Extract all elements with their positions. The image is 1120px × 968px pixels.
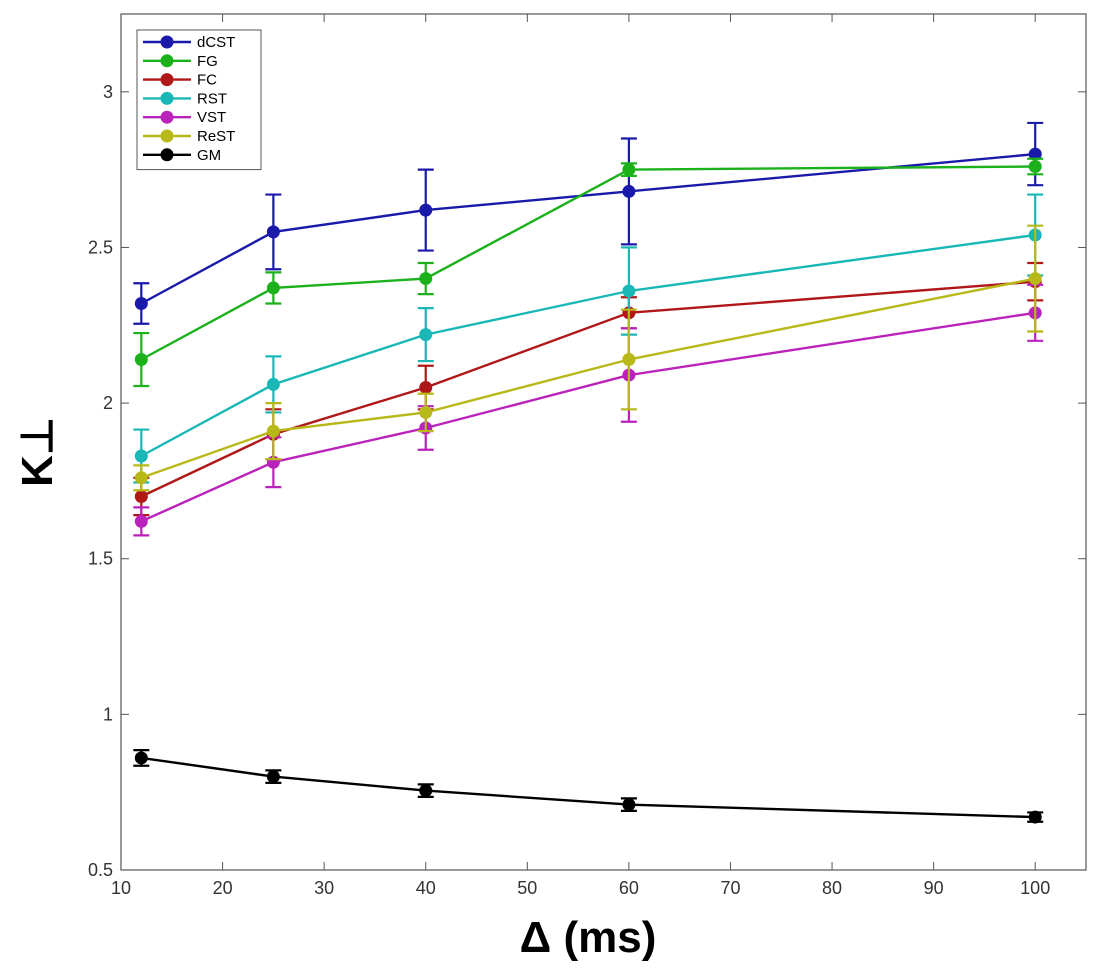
series-gm (133, 749, 1044, 824)
data-point-dcst (134, 296, 148, 310)
data-point-fc (419, 381, 433, 395)
y-axis-label: K⊥ (13, 417, 62, 487)
legend-label: dCST (197, 34, 235, 51)
legend-label: FG (197, 53, 218, 70)
axes-frame (120, 13, 1087, 871)
data-point-rest (419, 405, 433, 419)
data-point-rst (622, 284, 636, 298)
y-tick-label: 3 (103, 82, 113, 102)
data-point-dcst (1028, 147, 1042, 161)
legend-label: ReST (197, 128, 235, 145)
legend-marker (160, 129, 174, 143)
legend-label: RST (197, 90, 227, 107)
series-line-vst (140, 311, 1036, 523)
x-tick-label: 70 (720, 878, 740, 898)
data-point-rest (1028, 272, 1042, 286)
data-point-fg (266, 281, 280, 295)
data-point-fg (1028, 160, 1042, 174)
x-tick-label: 100 (1020, 878, 1050, 898)
data-point-rest (622, 353, 636, 367)
data-point-fg (419, 272, 433, 286)
legend-marker (160, 91, 174, 105)
series-rest (133, 224, 1044, 492)
x-tick-label: 90 (924, 878, 944, 898)
data-point-gm (134, 751, 148, 765)
series-line-rest (140, 277, 1036, 479)
legend-item-gm: GM (143, 147, 221, 164)
legend-item-fg: FG (143, 53, 218, 70)
x-tick-label: 20 (213, 878, 233, 898)
x-tick-label: 10 (111, 878, 131, 898)
data-point-gm (1028, 810, 1042, 824)
y-tick-label: 2 (103, 393, 113, 413)
data-point-gm (419, 784, 433, 798)
data-point-rest (134, 471, 148, 485)
data-point-gm (266, 770, 280, 784)
x-tick-label: 30 (314, 878, 334, 898)
legend-item-dcst: dCST (143, 34, 235, 51)
data-point-dcst (622, 184, 636, 198)
axes-box (120, 13, 1087, 871)
series-fg (133, 157, 1044, 388)
legend-item-vst: VST (143, 109, 226, 126)
x-axis-label: Δ (ms) (520, 913, 657, 962)
y-tick-label: 1 (103, 704, 113, 724)
legend-marker (160, 35, 174, 49)
legend-marker (160, 54, 174, 68)
legend-marker (160, 73, 174, 87)
x-tick-label: 40 (416, 878, 436, 898)
y-tick-label: 2.5 (88, 237, 113, 257)
legend-box (136, 29, 262, 171)
plot-area (133, 121, 1044, 824)
x-axis: 10 20 30 40 50 60 70 80 90 100 (111, 14, 1050, 898)
data-point-gm (622, 798, 636, 812)
data-point-vst (134, 514, 148, 528)
legend-item-rest: ReST (143, 128, 235, 145)
legend-label: VST (197, 109, 226, 126)
data-point-rst (266, 377, 280, 391)
y-tick-label: 1.5 (88, 549, 113, 569)
series-line-gm (141, 756, 1036, 819)
data-point-fc (134, 489, 148, 503)
data-point-rest (266, 424, 280, 438)
data-point-rst (419, 328, 433, 342)
legend-label: FC (197, 72, 217, 89)
y-axis: 0.5 1 1.5 2 2.5 3 (88, 82, 1086, 880)
legend-item-fc: FC (143, 72, 217, 89)
legend-marker (160, 148, 174, 162)
x-tick-label: 50 (517, 878, 537, 898)
data-point-dcst (266, 225, 280, 239)
data-point-dcst (419, 203, 433, 217)
y-tick-label: 0.5 (88, 860, 113, 880)
legend-item-rst: RST (143, 90, 227, 107)
x-tick-label: 80 (822, 878, 842, 898)
legend-marker (160, 110, 174, 124)
data-point-fg (134, 353, 148, 367)
x-tick-label: 60 (619, 878, 639, 898)
series-dcst (133, 121, 1044, 325)
data-point-rst (134, 449, 148, 463)
legend-label: GM (197, 147, 221, 164)
data-point-fg (622, 163, 636, 177)
